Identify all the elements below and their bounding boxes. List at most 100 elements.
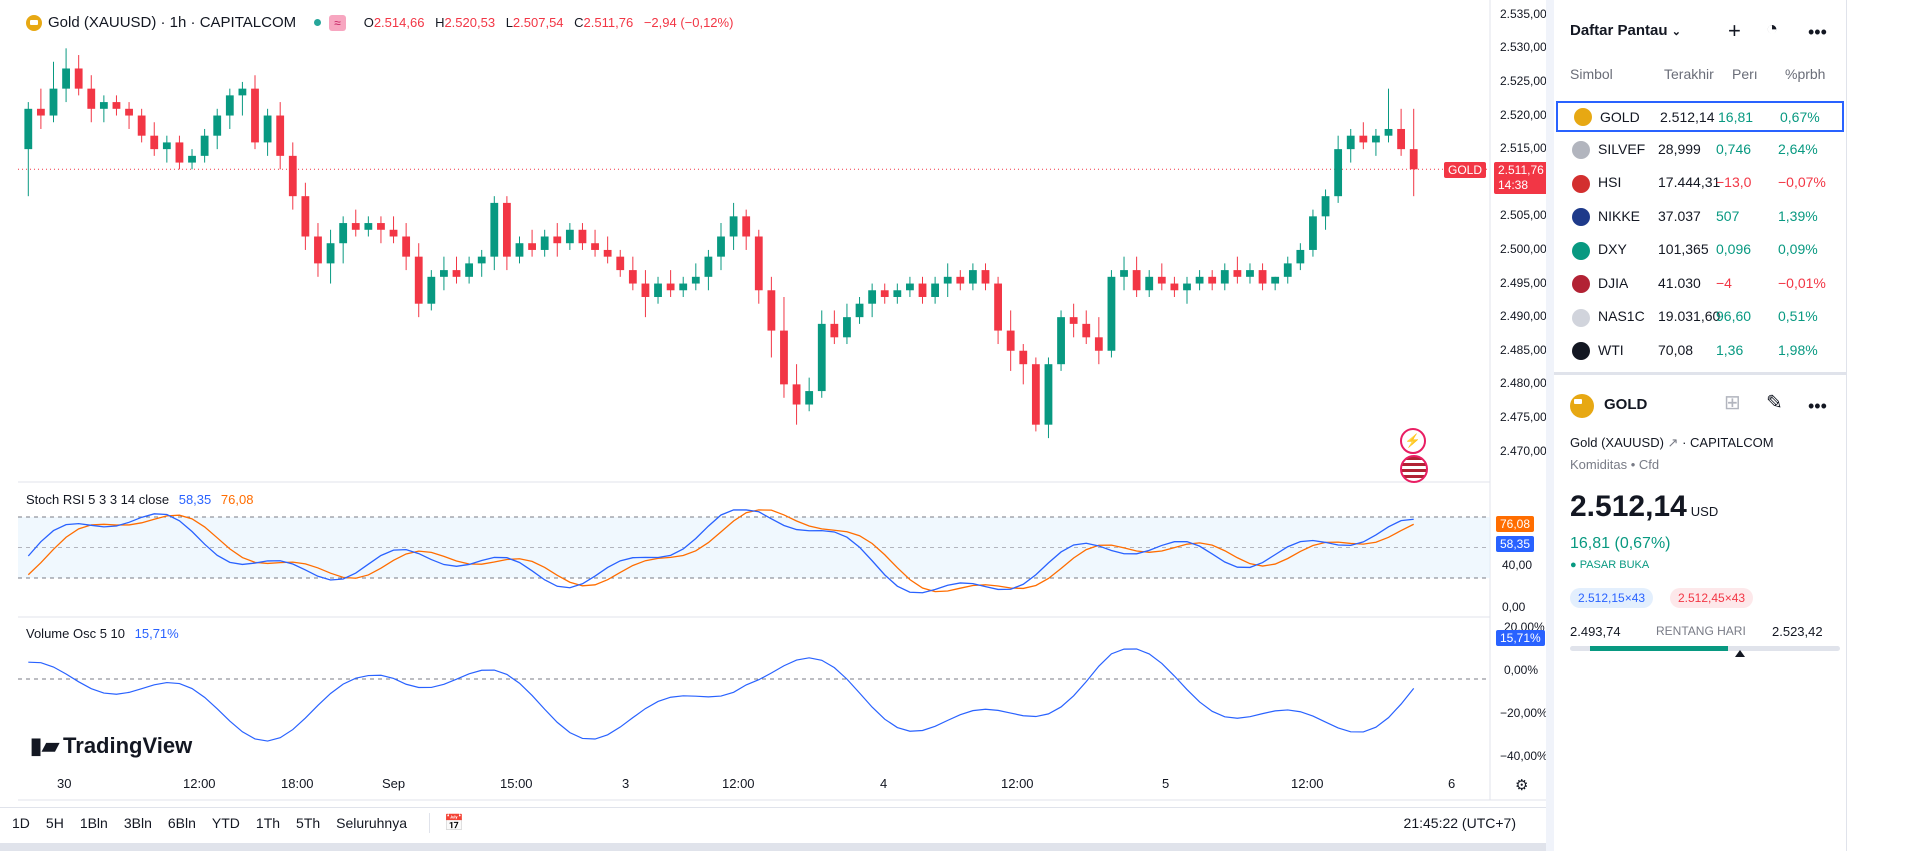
candle-body bbox=[150, 135, 159, 150]
candle-body bbox=[918, 283, 927, 297]
bid-badge[interactable]: 2.512,15×43 bbox=[1570, 588, 1654, 608]
external-link-icon: ↗ bbox=[1667, 435, 1679, 450]
osc-value-tag: 15,71% bbox=[1496, 630, 1545, 646]
range-3m-button[interactable]: 3Bln bbox=[123, 815, 152, 831]
time-label: 15:00 bbox=[500, 776, 533, 791]
watchlist-row[interactable]: HSI 17.444,31 −13,0 −0,07% bbox=[1556, 168, 1844, 199]
candle-body bbox=[87, 88, 96, 109]
candle-body bbox=[1397, 128, 1406, 150]
range-1d-button[interactable]: 1D bbox=[12, 815, 30, 831]
candle-body bbox=[477, 256, 486, 264]
candle-body bbox=[175, 142, 184, 163]
range-1m-button[interactable]: 1Bln bbox=[79, 815, 108, 831]
edit-note-icon[interactable]: ✎ bbox=[1766, 392, 1783, 414]
add-symbol-icon[interactable]: + bbox=[1728, 18, 1741, 43]
us-flag-event-icon[interactable] bbox=[1400, 455, 1428, 483]
range-6m-button[interactable]: 6Bln bbox=[167, 815, 196, 831]
advanced-view-icon[interactable]: ◔ bbox=[1766, 18, 1779, 40]
watchlist-row[interactable]: NAS1C 19.031,60 96,60 0,51% bbox=[1556, 302, 1844, 333]
col-symbol[interactable]: Simbol bbox=[1570, 66, 1613, 82]
candle-body bbox=[1296, 249, 1305, 264]
symbol-title[interactable]: Gold (XAUUSD) · 1h · CAPITALCOM bbox=[48, 14, 297, 31]
watchlist-title[interactable]: Daftar Pantau ⌄ bbox=[1570, 22, 1681, 39]
time-label: 12:00 bbox=[183, 776, 216, 791]
calendar-goto-icon[interactable]: 📅 bbox=[428, 813, 464, 833]
range-5d-button[interactable]: 5H bbox=[45, 815, 64, 831]
detail-more-icon[interactable]: ••• bbox=[1808, 396, 1827, 416]
price-axis-label: 2.525,00 bbox=[1500, 73, 1547, 88]
chart-canvas[interactable] bbox=[0, 0, 1546, 851]
candle-body bbox=[679, 283, 688, 291]
time-label: 12:00 bbox=[722, 776, 755, 791]
watchlist-symbol: WTI bbox=[1598, 341, 1624, 358]
market-status[interactable]: ● PASAR BUKA bbox=[1570, 559, 1650, 571]
candle-body bbox=[1006, 330, 1015, 351]
watchlist-change-pct: 1,39% bbox=[1778, 207, 1818, 224]
candle-body bbox=[502, 202, 511, 257]
price-axis-label: 2.480,00 bbox=[1500, 376, 1547, 391]
watchlist-row[interactable]: DJIA 41.030 −4 −0,01% bbox=[1556, 269, 1844, 300]
panel-resizer[interactable] bbox=[1546, 0, 1554, 851]
price-axis-label: 2.470,00 bbox=[1500, 443, 1547, 458]
watchlist-row[interactable]: SILVEF 28,999 0,746 2,64% bbox=[1556, 135, 1844, 166]
candle-body bbox=[301, 196, 310, 237]
chart-area[interactable]: Gold (XAUUSD) · 1h · CAPITALCOM ≈ O2.514… bbox=[0, 0, 1548, 851]
candle-body bbox=[805, 391, 814, 405]
candle-body bbox=[691, 276, 700, 284]
watchlist-columns: Simbol Terakhir Perı %prbh bbox=[1570, 66, 1846, 86]
stoch-k-line bbox=[27, 509, 1414, 594]
candle-body bbox=[1346, 135, 1355, 150]
watchlist-change-pct: 0,51% bbox=[1778, 308, 1818, 324]
range-ytd-button[interactable]: YTD bbox=[211, 815, 240, 831]
grid-layout-icon[interactable]: ⊞ bbox=[1724, 392, 1741, 414]
watchlist-last: 28,999 bbox=[1658, 140, 1701, 157]
candle-body bbox=[1309, 216, 1317, 250]
more-options-icon[interactable]: ••• bbox=[1808, 22, 1827, 42]
candle-body bbox=[528, 243, 536, 250]
detail-symbol[interactable]: GOLD bbox=[1604, 396, 1648, 413]
candle-body bbox=[414, 256, 423, 304]
volume-osc-legend[interactable]: Volume Osc 5 10 15,71% bbox=[26, 626, 179, 641]
candle-body bbox=[490, 202, 499, 257]
range-5y-button[interactable]: 5Th bbox=[296, 815, 321, 831]
candle-body bbox=[893, 290, 902, 297]
osc-axis-label: 0,00% bbox=[1504, 663, 1539, 677]
watchlist-row[interactable]: DXY 101,365 0,096 0,09% bbox=[1556, 235, 1844, 266]
day-low: 2.493,74 bbox=[1570, 624, 1621, 639]
watchlist-change-pct: 2,64% bbox=[1778, 140, 1818, 157]
candle-body bbox=[641, 283, 650, 297]
watchlist-change: 0,096 bbox=[1716, 241, 1752, 257]
symbol-logo-icon bbox=[1572, 174, 1590, 193]
range-all-button[interactable]: Seluruhnya bbox=[336, 815, 407, 831]
candle-body bbox=[792, 384, 801, 405]
lightning-event-icon[interactable]: ⚡ bbox=[1400, 428, 1426, 454]
col-change[interactable]: Perı bbox=[1732, 66, 1758, 82]
watchlist-change-pct: −0,07% bbox=[1778, 174, 1826, 190]
candle-body bbox=[717, 236, 725, 257]
watchlist-row[interactable]: WTI 70,08 1,36 1,98% bbox=[1556, 336, 1844, 367]
price-axis-label: 2.530,00 bbox=[1500, 40, 1547, 55]
detail-name[interactable]: Gold (XAUUSD) ↗ · CAPITALCOM bbox=[1570, 435, 1774, 450]
candle-body bbox=[1246, 270, 1254, 277]
watchlist-last: 2.512,14 bbox=[1660, 109, 1715, 125]
col-last[interactable]: Terakhir bbox=[1664, 66, 1714, 82]
watchlist-row[interactable]: GOLD 2.512,14 16,81 0,67% bbox=[1556, 101, 1844, 132]
candle-body bbox=[1359, 135, 1368, 143]
candle-body bbox=[200, 135, 209, 156]
stoch-legend[interactable]: Stoch RSI 5 3 3 14 close 58,35 76,08 bbox=[26, 492, 254, 507]
tradingview-watermark[interactable]: ▮▰ TradingView bbox=[30, 733, 193, 758]
watchlist-row[interactable]: NIKKE 37.037 507 1,39% bbox=[1556, 202, 1844, 233]
volume-osc-line bbox=[28, 648, 1415, 742]
settings-gear-icon[interactable]: ⚙ bbox=[1515, 777, 1529, 794]
col-change-pct[interactable]: %prbh bbox=[1785, 66, 1826, 82]
clock[interactable]: 21:45:22 (UTC+7) bbox=[1403, 815, 1516, 831]
ask-badge[interactable]: 2.512,45×43 bbox=[1670, 588, 1754, 608]
watchlist-change: 1,36 bbox=[1716, 341, 1744, 358]
candle-body bbox=[364, 223, 373, 230]
range-1y-button[interactable]: 1Th bbox=[255, 815, 281, 831]
candle-body bbox=[137, 115, 146, 136]
watchlist-last: 70,08 bbox=[1658, 341, 1694, 358]
detail-price: 2.512,14 USD bbox=[1570, 490, 1719, 523]
time-label: 5 bbox=[1162, 776, 1170, 791]
wave-badge[interactable]: ≈ bbox=[329, 14, 346, 31]
